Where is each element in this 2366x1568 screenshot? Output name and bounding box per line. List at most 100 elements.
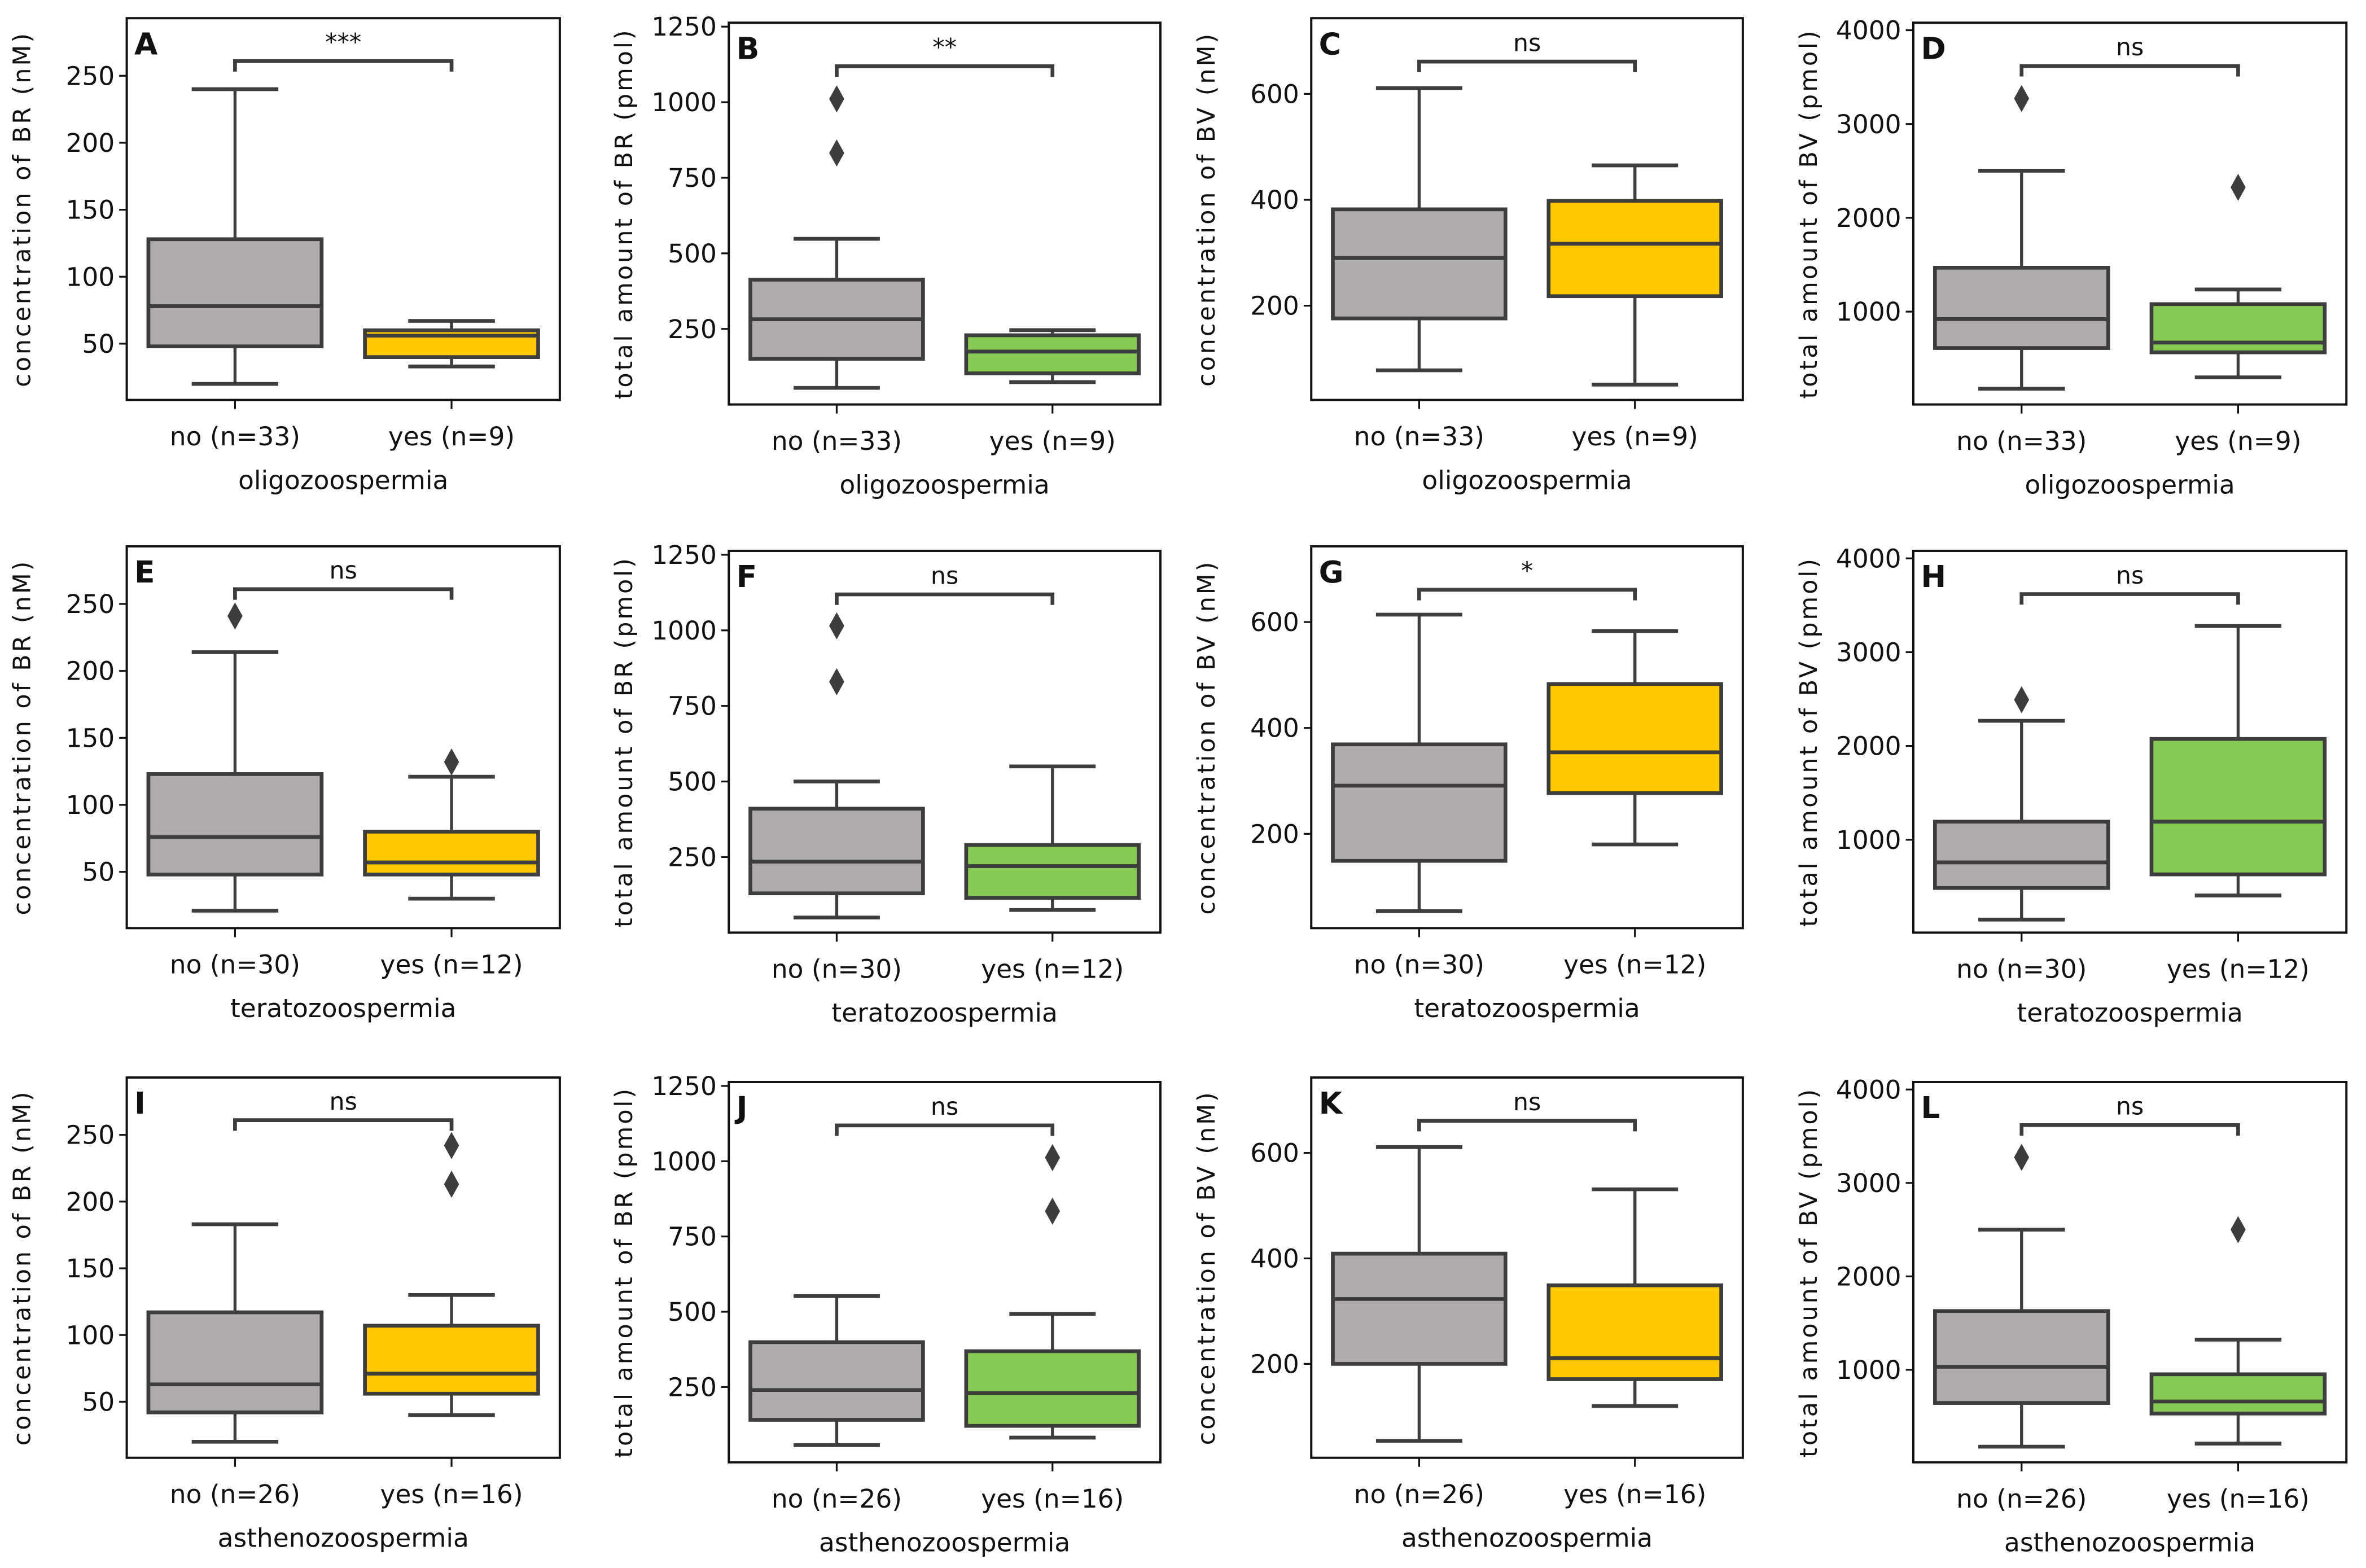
y-tick-label: 400 bbox=[1250, 1244, 1299, 1274]
box-yes bbox=[1546, 629, 1723, 847]
iqr-box bbox=[748, 807, 925, 896]
panel-l: 1000 2000 3000 4000 no (n=26) yes (n=16) ns Las… bbox=[1795, 1075, 2348, 1557]
panel-c: 200 400 600 no (n=33) yes (n=9) ns Coligozoosp… bbox=[1193, 17, 1744, 495]
y-tick-label: 200 bbox=[65, 1187, 115, 1217]
box-no bbox=[1331, 1145, 1508, 1443]
x-tick-label: no (n=33) bbox=[1956, 426, 2087, 456]
x-axis-label: oligozoospermia bbox=[2025, 470, 2234, 500]
iqr-box bbox=[1331, 742, 1508, 863]
x-tick-label: no (n=33) bbox=[1354, 422, 1484, 452]
y-tick-label: 400 bbox=[1250, 185, 1299, 215]
x-tick-label: no (n=33) bbox=[170, 422, 300, 452]
iqr-box bbox=[1933, 820, 2110, 890]
panel-h: 1000 2000 3000 4000 no (n=30) yes (n=12) ns Hte… bbox=[1795, 544, 2348, 1028]
iqr-box bbox=[363, 1324, 540, 1396]
y-tick-label: 2000 bbox=[1836, 203, 1901, 233]
panel-f: 250 500 750 1000 1250 no (n=30) yes (n=12) ns Ft… bbox=[610, 540, 1162, 1028]
outlier-marker bbox=[829, 85, 844, 113]
x-axis-label: asthenozoospermia bbox=[2004, 1527, 2255, 1557]
iqr-box bbox=[964, 843, 1141, 900]
significance-bracket bbox=[233, 587, 454, 600]
iqr-box bbox=[146, 237, 324, 349]
iqr-box bbox=[363, 830, 540, 877]
x-tick-label: yes (n=9) bbox=[989, 426, 1116, 456]
significance-label: ns bbox=[1513, 1088, 1541, 1116]
y-axis-label: total amount of BV (pmol) bbox=[1795, 28, 1823, 398]
outlier-marker bbox=[227, 602, 243, 630]
x-tick-label: yes (n=16) bbox=[981, 1484, 1124, 1514]
y-tick-label: 1250 bbox=[651, 540, 717, 570]
y-tick-label: 1000 bbox=[651, 87, 717, 117]
significance-label: ns bbox=[2116, 562, 2144, 590]
y-tick-label: 750 bbox=[668, 691, 717, 721]
y-axis-label: concentration of BV (nM) bbox=[1193, 32, 1221, 387]
outlier-marker bbox=[829, 139, 844, 167]
x-tick-label: yes (n=12) bbox=[1563, 950, 1706, 980]
significance-label: ns bbox=[1513, 29, 1541, 57]
panel-letter: E bbox=[134, 554, 155, 590]
x-tick-label: no (n=26) bbox=[772, 1484, 902, 1514]
panel-letter: D bbox=[1921, 30, 1946, 66]
x-axis-label: asthenozoospermia bbox=[218, 1523, 469, 1553]
iqr-box bbox=[964, 333, 1141, 375]
panel-k: 200 400 600 no (n=26) yes (n=16) ns Kasthenozo… bbox=[1193, 1076, 1744, 1553]
significance-label: ns bbox=[2116, 33, 2144, 62]
box-yes bbox=[2149, 173, 2327, 379]
outlier-marker bbox=[444, 1132, 459, 1159]
plot-frame bbox=[1912, 21, 2348, 406]
outlier-marker bbox=[2014, 85, 2030, 112]
y-tick-label: 500 bbox=[668, 239, 717, 269]
significance-label: ns bbox=[931, 1093, 958, 1121]
plot-frame bbox=[1310, 17, 1744, 401]
x-tick-label: yes (n=16) bbox=[380, 1479, 523, 1509]
y-tick-label: 3000 bbox=[1836, 1168, 1901, 1198]
y-tick-label: 250 bbox=[65, 1120, 115, 1150]
significance-bracket bbox=[233, 59, 454, 72]
significance-bracket bbox=[835, 592, 1055, 605]
box-no bbox=[748, 1294, 925, 1447]
y-tick-label: 50 bbox=[82, 329, 115, 359]
iqr-box bbox=[1933, 265, 2110, 350]
significance-bracket bbox=[233, 1118, 454, 1131]
y-tick-label: 3000 bbox=[1836, 110, 1901, 139]
significance-bracket bbox=[835, 1123, 1055, 1136]
y-axis-label: concentration of BR (nM) bbox=[8, 1089, 36, 1446]
panel-a: 50 100 150 200 250 no (n=33) yes (n=9) *** Aolig… bbox=[8, 17, 561, 495]
box-yes bbox=[1546, 163, 1723, 387]
y-tick-label: 600 bbox=[1250, 79, 1299, 109]
iqr-box bbox=[1546, 1283, 1723, 1381]
iqr-box bbox=[146, 1310, 324, 1414]
x-tick-label: yes (n=16) bbox=[2167, 1484, 2310, 1514]
significance-label: * bbox=[1521, 557, 1533, 585]
panel-letter: A bbox=[134, 26, 158, 62]
outlier-marker bbox=[2231, 173, 2246, 201]
y-tick-label: 100 bbox=[65, 262, 115, 292]
y-axis-label: concentration of BR (nM) bbox=[8, 31, 36, 387]
x-tick-label: no (n=26) bbox=[1354, 1479, 1484, 1509]
iqr-box bbox=[1331, 1251, 1508, 1366]
outlier-marker bbox=[2231, 1216, 2246, 1243]
y-tick-label: 500 bbox=[668, 767, 717, 797]
x-tick-label: no (n=30) bbox=[1354, 950, 1484, 980]
box-no bbox=[1331, 86, 1508, 373]
y-axis-label: concentration of BV (nM) bbox=[1193, 1090, 1221, 1445]
outlier-marker bbox=[2014, 1144, 2030, 1171]
outlier-marker bbox=[444, 1171, 459, 1198]
y-axis-label: total amount of BR (pmol) bbox=[610, 556, 638, 927]
y-tick-label: 4000 bbox=[1836, 1075, 1901, 1105]
box-yes bbox=[2149, 624, 2327, 897]
y-tick-label: 200 bbox=[65, 128, 115, 158]
x-tick-label: no (n=30) bbox=[772, 954, 902, 984]
y-tick-label: 1000 bbox=[1836, 1355, 1901, 1385]
y-tick-label: 250 bbox=[668, 1372, 717, 1402]
box-no bbox=[146, 602, 324, 913]
iqr-box bbox=[2149, 302, 2327, 354]
x-tick-label: no (n=30) bbox=[1956, 954, 2087, 984]
x-tick-label: yes (n=16) bbox=[1563, 1479, 1706, 1509]
y-axis-label: total amount of BV (pmol) bbox=[1795, 557, 1823, 927]
box-yes bbox=[363, 748, 540, 901]
significance-label: ns bbox=[931, 562, 958, 590]
x-axis-label: oligozoospermia bbox=[839, 470, 1049, 500]
iqr-box bbox=[146, 772, 324, 877]
